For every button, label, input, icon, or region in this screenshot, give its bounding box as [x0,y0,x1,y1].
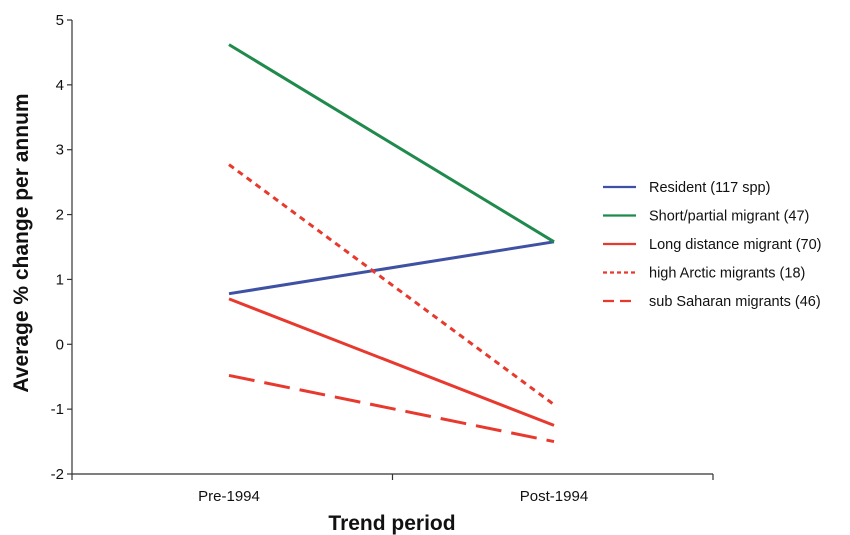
y-tick-label: 3 [56,142,64,159]
legend-label-2: Short/partial migrant (47) [649,209,809,225]
x-axis-title: Trend period [328,512,455,535]
legend-label-4: high Arctic migrants (18) [649,266,805,282]
x-tick-label: Post-1994 [520,488,588,505]
y-tick-label: 0 [56,336,64,353]
y-tick-label: -1 [51,401,64,418]
y-tick-label: 2 [56,207,64,224]
y-axis-title: Average % change per annum [10,93,33,392]
axes: -2 -1 0 1 2 3 4 5 Pre-1994 Post-1994 [51,12,714,505]
y-tick-label: 4 [56,77,64,94]
series-line-2 [228,43,555,244]
legend-label-5: sub Saharan migrants (46) [649,294,821,310]
y-tick-label: 5 [56,12,64,29]
legend: Resident (117 spp) Short/partial migrant … [603,180,822,310]
x-tick-label: Pre-1994 [198,488,260,505]
y-tick-label: 1 [56,271,64,288]
series-line-5 [228,373,555,444]
series-line-3 [228,297,555,427]
y-tick-label: -2 [51,466,64,483]
series-line-1 [228,240,555,296]
legend-label-1: Resident (117 spp) [649,180,770,196]
legend-label-3: Long distance migrant (70) [649,237,822,253]
series-line-4 [228,163,555,406]
series-layer [228,43,555,444]
